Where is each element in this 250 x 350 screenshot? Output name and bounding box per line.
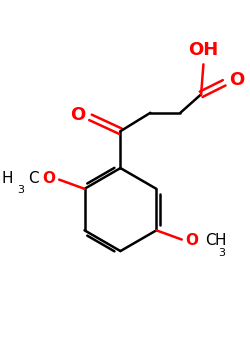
Text: O: O xyxy=(70,106,86,124)
Text: OH: OH xyxy=(188,41,218,58)
Text: O: O xyxy=(43,171,56,186)
Text: O: O xyxy=(185,233,198,248)
Text: C: C xyxy=(28,171,39,186)
Text: C: C xyxy=(205,233,216,248)
Text: H: H xyxy=(214,233,226,248)
Text: H: H xyxy=(2,171,13,186)
Text: 3: 3 xyxy=(18,186,24,195)
Text: 3: 3 xyxy=(218,247,226,258)
Text: O: O xyxy=(229,71,244,90)
